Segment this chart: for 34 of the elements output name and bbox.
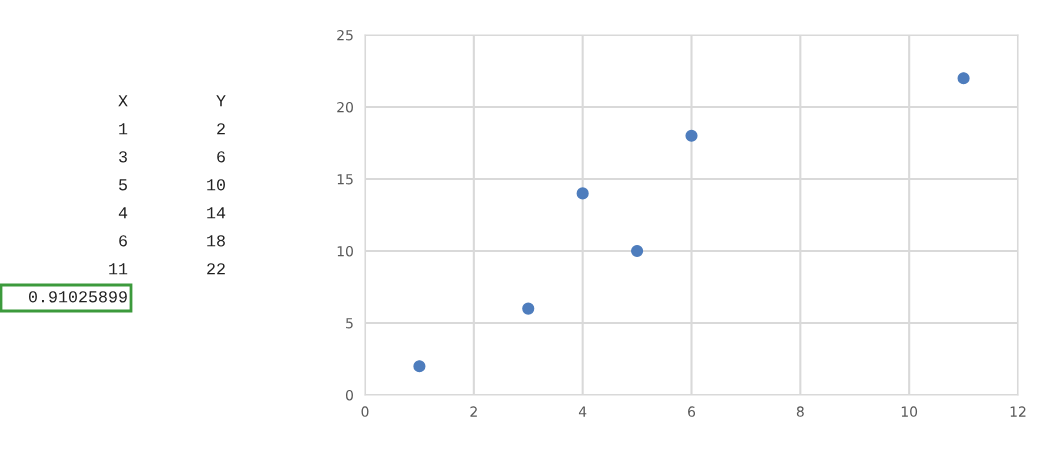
point (413, 360, 426, 373)
x-tick-label: 2 (470, 406, 477, 417)
x-tick-label: 8 (796, 406, 804, 417)
text: 6 (217, 151, 225, 163)
x-tick-label: 4 (578, 406, 587, 417)
y-tick-label: 15 (337, 174, 353, 185)
point (522, 302, 535, 315)
text: 0.91025899 (28, 291, 127, 303)
y-tick-label: 25 (337, 29, 353, 41)
text: 18 (207, 235, 225, 247)
text: 6 (119, 235, 127, 247)
text: 2 (217, 123, 225, 135)
text: 11 (109, 263, 128, 275)
y-tick-label: 10 (337, 245, 353, 257)
text: 5 (119, 179, 127, 191)
x-tick-label: 6 (688, 406, 696, 417)
point (576, 187, 589, 200)
x-tick-label: 12 (1010, 406, 1026, 417)
y-tick-label: 0 (345, 389, 353, 401)
text: 10 (207, 179, 225, 191)
point (957, 72, 970, 85)
text: 3 (119, 151, 127, 163)
text: X (118, 95, 128, 107)
text: 4 (118, 207, 128, 219)
text: Y (216, 95, 226, 107)
y-tick-label: 5 (346, 318, 353, 329)
text: 14 (207, 207, 226, 219)
text: 22 (207, 263, 225, 275)
x-tick-label: 0 (361, 406, 369, 417)
point (631, 244, 644, 258)
x-tick-label: 10 (901, 406, 918, 417)
y-tick-label: 20 (337, 101, 353, 113)
text: 1 (119, 123, 128, 135)
point (685, 129, 698, 142)
